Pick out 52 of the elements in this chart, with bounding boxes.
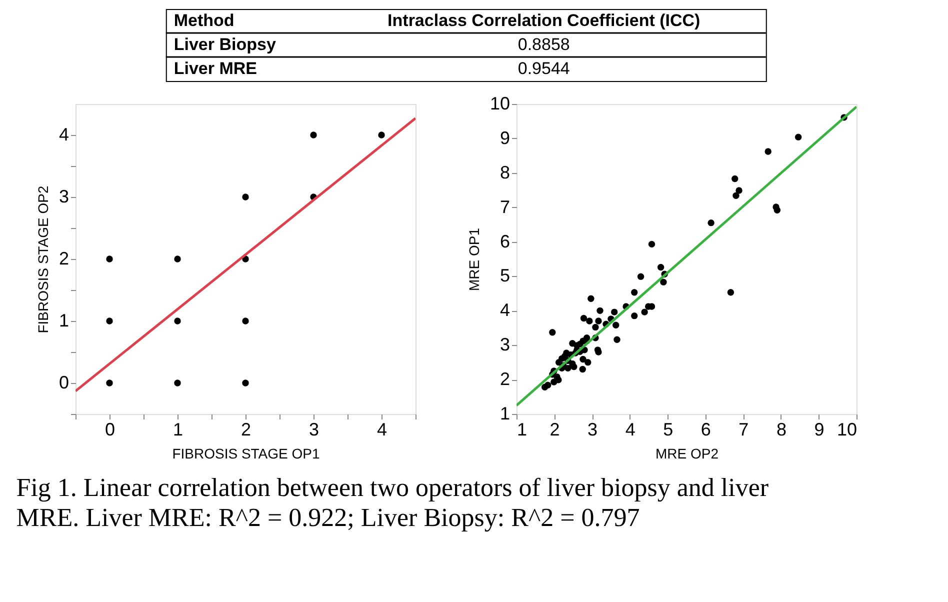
- y-tick-label: 3: [58, 186, 69, 206]
- x-tick-label: 6: [700, 420, 711, 440]
- caption: Fig 1. Linear correlation between two operators of liver biopsy and liver MRE. Liver MRE: R^2 = 0.922; Liver Biopsy: R^2 = 0.797: [16, 473, 769, 532]
- category-label: Liver MRE: [174, 59, 258, 78]
- x-tick-label: 2: [550, 420, 560, 440]
- point: [174, 318, 181, 324]
- point: [174, 380, 181, 386]
- y-tick-label: 4: [58, 124, 69, 144]
- x-tick-label: 7: [738, 420, 749, 440]
- x-tick-label: 4: [625, 420, 636, 440]
- y-tick-label: 4: [500, 300, 510, 320]
- x-axis-title: FIBROSIS STAGE OP1: [172, 446, 320, 462]
- point: [310, 132, 317, 138]
- x-axis-title: MRE OP2: [655, 446, 719, 462]
- y-tick-label: 7: [500, 196, 510, 217]
- x-tick-label: 0: [104, 420, 116, 440]
- point: [378, 132, 385, 138]
- x-tick-label: 5: [663, 420, 674, 440]
- point: [242, 318, 249, 324]
- y-tick-label: 10: [490, 94, 510, 114]
- point: [174, 256, 181, 262]
- y-tick-label: 5: [500, 266, 510, 286]
- point: [242, 380, 249, 386]
- x-tick-label: 4: [376, 420, 388, 440]
- y-tick-label: 2: [500, 369, 510, 390]
- x-tick-label: 1: [172, 420, 184, 440]
- y-tick-label: 8: [500, 162, 510, 182]
- y-tick-label: 3: [500, 334, 510, 355]
- x-tick-label: 8: [776, 420, 786, 440]
- y-tick-label: 1: [58, 310, 69, 330]
- y-axis-title: MRE OP1: [466, 228, 482, 292]
- y-tick-label: 1: [500, 404, 510, 424]
- data-label: 0.9544: [518, 59, 570, 78]
- text: Intraclass Correlation Coefficient (ICC): [388, 11, 700, 30]
- x-tick-label: 3: [588, 420, 598, 440]
- y-tick-label: 0: [58, 372, 69, 392]
- y-tick-label: 9: [500, 128, 510, 148]
- point: [106, 256, 113, 262]
- y-tick-label: 6: [500, 231, 510, 252]
- text: Method: [174, 11, 234, 30]
- x-tick-label: 9: [814, 420, 824, 440]
- category-label: Liver Biopsy: [174, 35, 276, 54]
- y-axis-title: FIBROSIS STAGE OP2: [34, 186, 51, 334]
- y-tick-label: 2: [58, 248, 69, 268]
- point: [242, 194, 249, 200]
- data-label: 0.8858: [518, 35, 570, 54]
- x-tick-label: 10: [836, 420, 857, 440]
- x-tick-label: 1: [517, 420, 528, 440]
- point: [106, 318, 113, 324]
- point: [106, 380, 113, 386]
- x-tick-label: 3: [308, 420, 320, 440]
- x-tick-label: 2: [240, 420, 252, 440]
